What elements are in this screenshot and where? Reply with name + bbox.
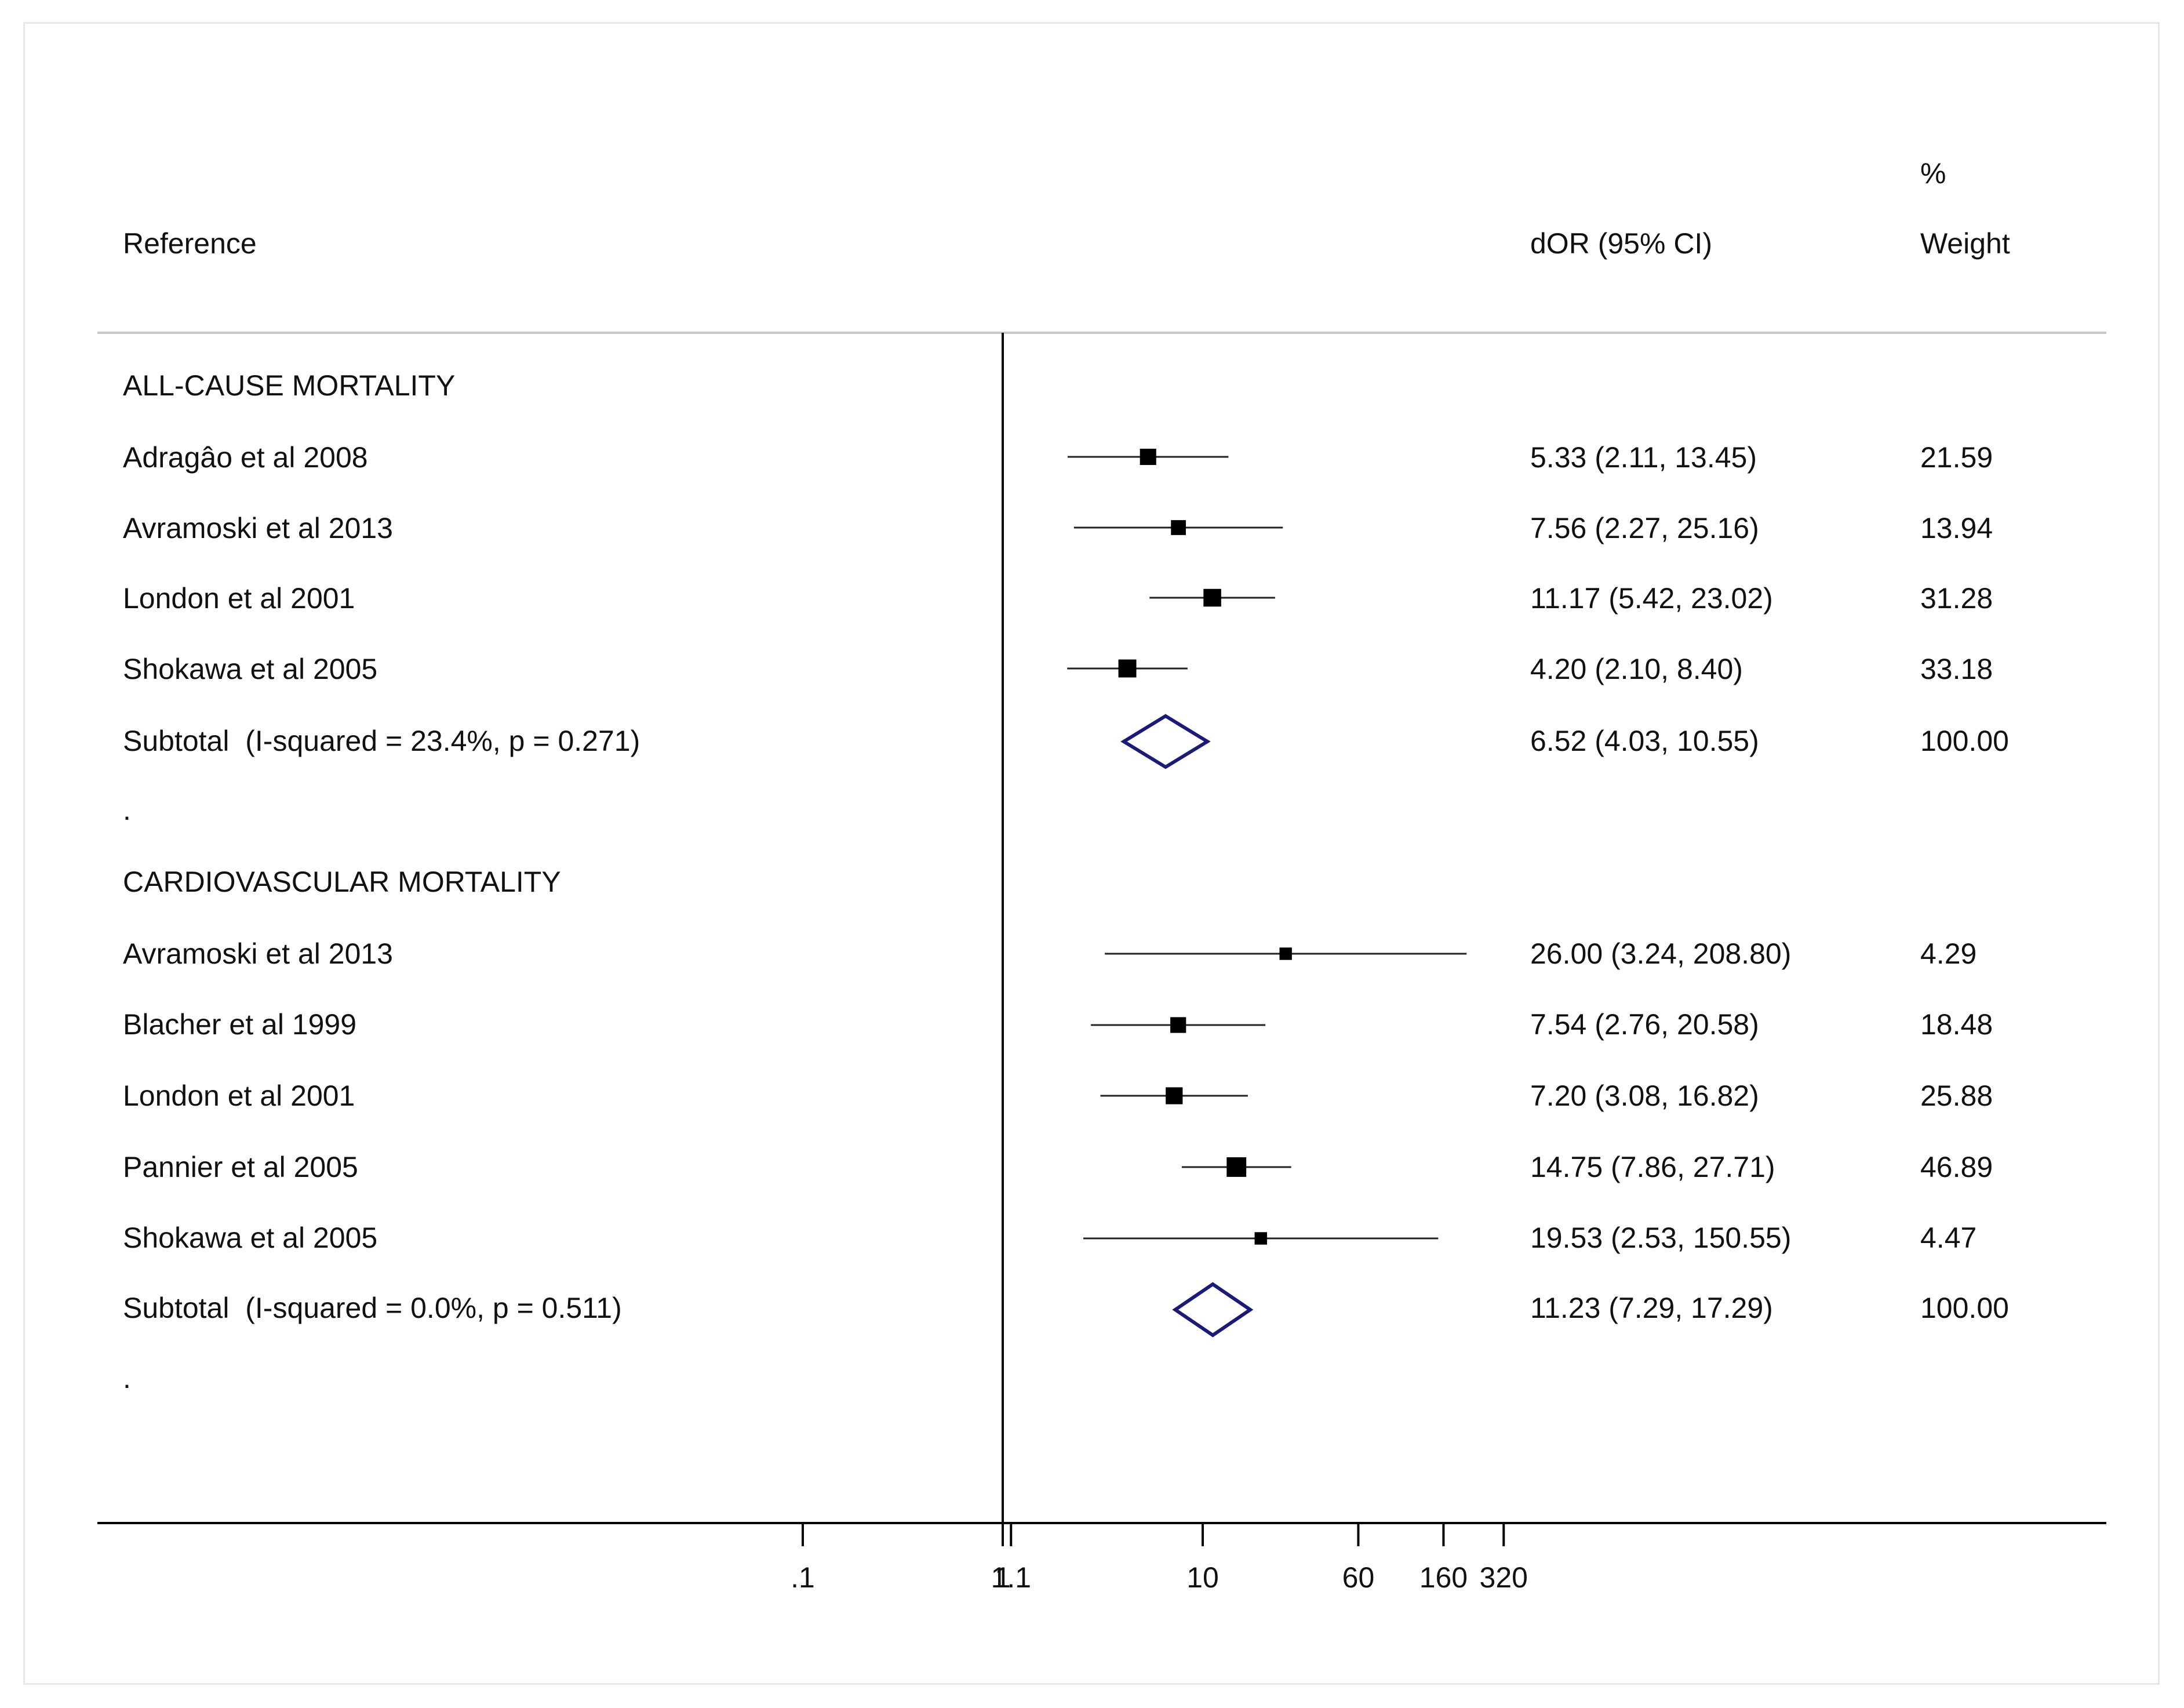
study-weight: 25.88 [1920, 1080, 1993, 1112]
point-estimate-marker [1171, 520, 1186, 535]
study-weight: 31.28 [1920, 582, 1993, 615]
x-tick-label: 320 [1480, 1561, 1528, 1594]
study-ci-text: 7.54 (2.76, 20.58) [1530, 1008, 1759, 1041]
study-label: London et al 2001 [123, 1080, 355, 1112]
study-label: Pannier et al 2005 [123, 1151, 358, 1183]
x-tick-label: .1 [791, 1561, 815, 1594]
x-tick-label: 160 [1419, 1561, 1468, 1594]
header-weight-percent: % [1920, 157, 1946, 190]
point-estimate-marker [1140, 448, 1156, 466]
study-ci-text: 7.56 (2.27, 25.16) [1530, 512, 1759, 544]
forest-marks [1067, 448, 1467, 1338]
study-ci-text: 7.20 (3.08, 16.82) [1530, 1080, 1759, 1112]
header-reference: Reference [123, 227, 257, 260]
study-ci-text: 4.20 (2.10, 8.40) [1530, 653, 1743, 685]
subtotal-weight: 100.00 [1920, 1292, 2009, 1324]
subtotal-diamond [1120, 714, 1211, 769]
study-weight: 18.48 [1920, 1008, 1993, 1041]
study-weight: 4.29 [1920, 937, 1976, 970]
study-weight: 4.47 [1920, 1222, 1976, 1254]
subtotal-label: Subtotal (I-squared = 23.4%, p = 0.271) [123, 725, 640, 757]
subtotal-label: Subtotal (I-squared = 0.0%, p = 0.511) [123, 1292, 622, 1324]
point-estimate-marker [1170, 1017, 1186, 1033]
study-ci-text: 5.33 (2.11, 13.45) [1530, 441, 1757, 474]
study-ci-text: 19.53 (2.53, 150.55) [1530, 1222, 1791, 1254]
subtotal-ci-text: 6.52 (4.03, 10.55) [1530, 725, 1759, 757]
point-estimate-marker [1166, 1087, 1183, 1104]
study-label: Blacher et al 1999 [123, 1008, 356, 1041]
point-estimate-marker [1279, 947, 1292, 960]
x-axis-ticks: .1 11.1 10 60 160 320 [791, 1523, 1528, 1594]
figure-frame [23, 22, 2160, 1685]
study-weight: 33.18 [1920, 653, 1993, 685]
group-title-all-cause: ALL-CAUSE MORTALITY [123, 369, 455, 402]
study-label: London et al 2001 [123, 582, 355, 615]
header-weight: Weight [1920, 227, 2010, 260]
study-weight: 46.89 [1920, 1151, 1993, 1183]
group-separator: . [123, 1362, 131, 1394]
point-estimate-marker [1118, 659, 1137, 678]
study-ci-text: 14.75 (7.86, 27.71) [1530, 1151, 1775, 1183]
study-weight: 13.94 [1920, 512, 1993, 544]
x-tick-label: 60 [1342, 1561, 1375, 1594]
study-label: Adragâo et al 2008 [123, 441, 368, 474]
group-separator: . [123, 794, 131, 826]
subtotal-ci-text: 11.23 (7.29, 17.29) [1530, 1292, 1773, 1324]
x-tick-label: 1 [995, 1561, 1011, 1594]
point-estimate-marker [1203, 588, 1221, 607]
study-label: Avramoski et al 2013 [123, 937, 393, 970]
study-label: Avramoski et al 2013 [123, 512, 393, 544]
group-title-cardiovascular: CARDIOVASCULAR MORTALITY [123, 866, 561, 898]
x-tick-label: 1.1 [991, 1561, 1032, 1594]
study-weight: 21.59 [1920, 441, 1993, 474]
study-ci-text: 26.00 (3.24, 208.80) [1530, 937, 1791, 970]
x-tick-label: 10 [1186, 1561, 1219, 1594]
subtotal-diamond [1172, 1282, 1254, 1338]
header-estimate: dOR (95% CI) [1530, 227, 1712, 260]
study-label: Shokawa et al 2005 [123, 653, 377, 685]
point-estimate-marker [1226, 1157, 1247, 1177]
study-label: Shokawa et al 2005 [123, 1222, 377, 1254]
subtotal-weight: 100.00 [1920, 725, 2009, 757]
study-ci-text: 11.17 (5.42, 23.02) [1530, 582, 1773, 615]
point-estimate-marker [1254, 1232, 1268, 1245]
